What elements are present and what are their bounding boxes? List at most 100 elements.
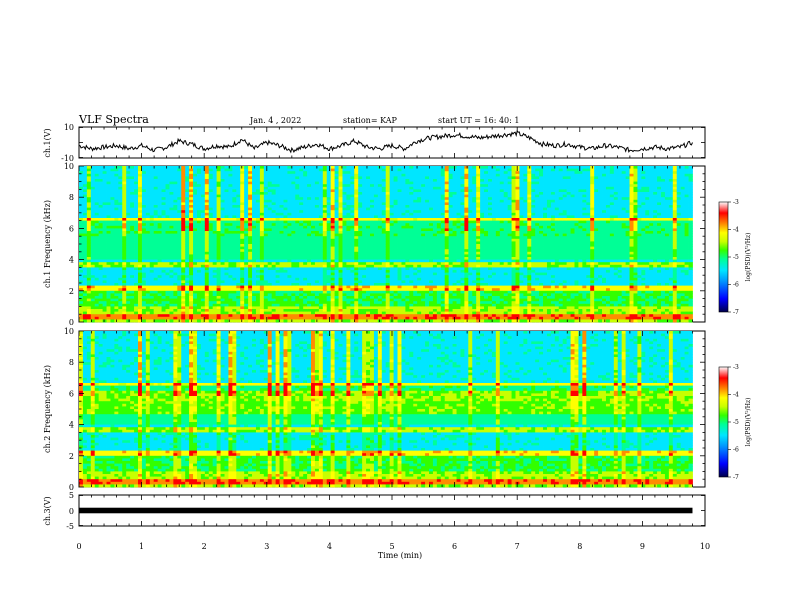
spectrogram-cell: [224, 262, 229, 266]
spectrogram-cell: [303, 207, 308, 211]
spectrogram-cell: [153, 309, 159, 312]
spectrogram-cell: [248, 293, 253, 297]
spectrogram-cell: [90, 176, 96, 180]
spectrogram-cell: [200, 280, 206, 284]
spectrogram-cell: [224, 277, 229, 281]
spectrogram-cell: [145, 257, 151, 260]
spectrogram-cell: [153, 210, 159, 214]
spectrogram-cell: [279, 311, 284, 315]
spectrogram-cell: [377, 251, 383, 255]
spectrogram-cell: [255, 259, 261, 263]
spectrogram-cell: [303, 301, 308, 305]
spectrogram-cell: [346, 189, 351, 193]
spectrogram-cell: [181, 275, 186, 279]
spectrogram-cell: [385, 197, 391, 201]
spectrogram-cell: [377, 233, 383, 237]
spectrogram-cell: [381, 212, 387, 216]
spectrogram-cell: [322, 301, 328, 305]
spectrogram-cell: [370, 296, 375, 299]
spectrogram-cell: [189, 228, 194, 232]
spectrogram-cell: [358, 210, 363, 214]
spectrogram-cell: [354, 210, 359, 214]
spectrogram-cell: [86, 168, 92, 172]
spectrogram-cell: [366, 314, 371, 318]
spectrogram-cell: [157, 202, 162, 206]
spectrogram-cell: [173, 270, 178, 273]
spectrogram-cell: [177, 257, 182, 260]
spectrogram-cell: [181, 296, 186, 299]
spectrogram-cell: [204, 272, 210, 276]
spectrogram-cell: [255, 298, 261, 302]
spectrogram-cell: [200, 173, 206, 177]
spectrogram-cell: [200, 275, 206, 279]
spectrogram-cell: [134, 280, 139, 284]
spectrogram-cell: [196, 257, 202, 260]
spectrogram-cell: [216, 228, 221, 232]
spectrogram-cell: [141, 303, 147, 307]
spectrogram-cell: [228, 207, 233, 211]
spectrogram-cell: [102, 238, 107, 242]
spectrogram-cell: [338, 319, 343, 323]
spectrogram-cell: [303, 238, 308, 242]
spectrogram-cell: [181, 205, 186, 208]
spectrogram-cell: [303, 168, 308, 172]
spectrogram-cell: [122, 184, 127, 188]
spectrogram-cell: [401, 241, 406, 245]
spectrogram-cell: [86, 207, 92, 211]
spectrogram-cell: [244, 189, 249, 193]
spectrogram-cell: [149, 301, 155, 305]
spectrogram-cell: [200, 205, 206, 208]
spectrogram-cell: [189, 262, 194, 266]
spectrogram-cell: [122, 283, 127, 286]
spectrogram-cell: [90, 194, 96, 198]
spectrogram-cell: [134, 264, 139, 268]
spectrogram-cell: [342, 290, 347, 294]
spectrogram-cell: [314, 272, 320, 276]
spectrogram-cell: [303, 270, 308, 273]
spectrogram-cell: [252, 179, 257, 182]
spectrogram-cell: [189, 267, 194, 271]
spectrogram-cell: [200, 231, 206, 234]
spectrogram-cell: [326, 210, 332, 214]
spectrogram-cell: [130, 186, 135, 190]
spectrogram-cell: [330, 270, 336, 273]
spectrogram-cell: [263, 176, 269, 180]
spectrogram-cell: [342, 228, 347, 232]
spectrogram-cell: [370, 189, 375, 193]
spectrogram-cell: [373, 267, 379, 271]
spectrogram-cell: [397, 264, 402, 268]
spectrogram-cell: [200, 192, 206, 195]
spectrogram-cell: [314, 314, 320, 318]
spectrogram-cell: [334, 210, 339, 214]
spectrogram-cell: [346, 231, 351, 234]
spectrogram-cell: [393, 231, 398, 234]
spectrogram-cell: [224, 233, 229, 237]
spectrogram-cell: [137, 290, 143, 294]
spectrogram-cell: [244, 267, 249, 271]
spectrogram-cell: [314, 179, 320, 182]
spectrogram-cell: [393, 264, 398, 268]
spectrogram-cell: [114, 223, 119, 227]
spectrogram-cell: [318, 179, 324, 182]
spectrogram-cell: [200, 241, 206, 245]
spectrogram-cell: [389, 290, 394, 294]
spectrogram-cell: [200, 257, 206, 260]
spectrogram-cell: [334, 301, 339, 305]
spectrogram-cell: [377, 303, 383, 307]
spectrogram-cell: [200, 249, 206, 253]
spectrogram-cell: [232, 176, 237, 180]
spectrogram-cell: [90, 181, 96, 185]
spectrogram-cell: [259, 192, 265, 195]
spectrogram-cell: [204, 314, 210, 318]
spectrogram-cell: [232, 298, 237, 302]
spectrogram-cell: [232, 223, 237, 227]
spectrogram-cell: [283, 244, 288, 247]
spectrogram-cell: [366, 218, 371, 221]
spectrogram-cell: [326, 277, 332, 281]
spectrogram-cell: [330, 246, 336, 250]
spectrogram-cell: [216, 236, 221, 240]
spectrogram-cell: [252, 181, 257, 185]
spectrogram-cell: [314, 251, 320, 255]
spectrogram-cell: [377, 223, 383, 227]
spectrogram-cell: [106, 244, 111, 247]
